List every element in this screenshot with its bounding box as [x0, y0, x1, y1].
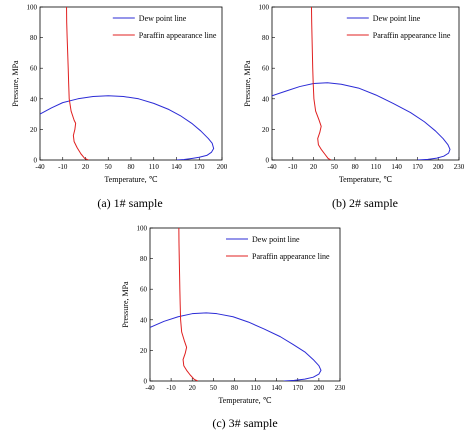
x-tick-label: 110: [371, 163, 382, 171]
x-tick-label: 140: [171, 163, 182, 171]
dew-point-line: [150, 312, 322, 381]
x-tick-label: 50: [210, 384, 218, 392]
x-tick-label: 200: [217, 163, 228, 171]
y-tick-label: 40: [30, 95, 38, 103]
x-tick-label: -40: [267, 163, 277, 171]
legend-label-paraffin: Paraffin appearance line: [252, 252, 330, 261]
paraffin-appearance-line: [66, 7, 89, 160]
panel-caption: (a) 1# sample: [97, 196, 162, 210]
y-tick-label: 80: [140, 255, 148, 263]
x-tick-label: 80: [352, 163, 360, 171]
plot-frame: [271, 6, 460, 161]
legend-label-dew-point: Dew point line: [252, 235, 300, 244]
y-tick-label: 20: [30, 126, 38, 134]
x-tick-label: 20: [189, 384, 197, 392]
x-tick-label: 230: [335, 384, 346, 392]
x-tick-label: -40: [35, 163, 45, 171]
x-tick-label: 80: [128, 163, 136, 171]
y-tick-label: 40: [140, 316, 148, 324]
x-tick-label: 50: [105, 163, 113, 171]
legend-label-dew-point: Dew point line: [373, 14, 421, 23]
x-tick-label: 140: [271, 384, 282, 392]
y-axis-label: Pressure, MPa: [11, 60, 20, 107]
y-tick-label: 100: [137, 225, 148, 233]
y-tick-label: 60: [262, 65, 270, 73]
y-tick-label: 60: [140, 286, 148, 294]
x-tick-label: 200: [433, 163, 444, 171]
x-tick-label: -10: [58, 163, 68, 171]
y-tick-label: 100: [259, 4, 270, 12]
x-axis-label: Temperature, ℃: [104, 175, 157, 184]
x-tick-label: -10: [288, 163, 298, 171]
x-axis-label: Temperature, ℃: [339, 175, 392, 184]
x-tick-label: 170: [293, 384, 304, 392]
x-tick-label: 20: [82, 163, 90, 171]
legend-label-paraffin: Paraffin appearance line: [373, 31, 451, 40]
y-tick-label: 0: [144, 378, 148, 386]
paraffin-appearance-line: [310, 7, 332, 160]
y-tick-label: 80: [262, 34, 270, 42]
panel-caption: (b) 2# sample: [332, 196, 398, 210]
panel-a: -40 -10 20 50 80 110 140 170 200 0 20 40 60 80 100 Temp…: [11, 4, 228, 211]
panel-c: -40 -10 20 50 80 110 140 170 200 230 0 20 40 60 80 100 T…: [121, 225, 346, 431]
x-tick-label: 200: [314, 384, 325, 392]
x-tick-label: 20: [310, 163, 318, 171]
panel-caption: (c) 3# sample: [212, 416, 277, 430]
x-tick-label: 140: [391, 163, 402, 171]
plot-frame: [149, 227, 341, 382]
legend-label-paraffin: Paraffin appearance line: [139, 31, 217, 40]
paraffin-appearance-line: [178, 228, 199, 381]
x-tick-label: 170: [412, 163, 423, 171]
y-tick-label: 100: [27, 4, 38, 12]
y-tick-label: 20: [140, 347, 148, 355]
y-tick-label: 40: [262, 95, 270, 103]
x-tick-label: 110: [149, 163, 160, 171]
dew-point-line: [272, 82, 451, 160]
x-tick-label: 170: [194, 163, 205, 171]
dew-point-line: [40, 95, 215, 160]
y-tick-label: 60: [30, 65, 38, 73]
y-tick-label: 80: [30, 34, 38, 42]
x-axis-label: Temperature, ℃: [218, 396, 271, 405]
x-tick-label: 230: [454, 163, 465, 171]
y-axis-label: Pressure, MPa: [121, 281, 130, 328]
x-tick-label: 50: [331, 163, 339, 171]
y-tick-label: 20: [262, 126, 270, 134]
x-tick-label: 110: [250, 384, 261, 392]
y-tick-label: 0: [266, 157, 270, 165]
panel-b: -40 -10 20 50 80 110 140 170 200 230 0 20 40 60 80 100 T…: [243, 4, 465, 211]
x-tick-label: -40: [145, 384, 155, 392]
x-tick-label: -10: [166, 384, 176, 392]
y-axis-label: Pressure, MPa: [243, 60, 252, 107]
x-tick-label: 80: [231, 384, 239, 392]
legend-label-dew-point: Dew point line: [139, 14, 187, 23]
y-tick-label: 0: [34, 157, 38, 165]
